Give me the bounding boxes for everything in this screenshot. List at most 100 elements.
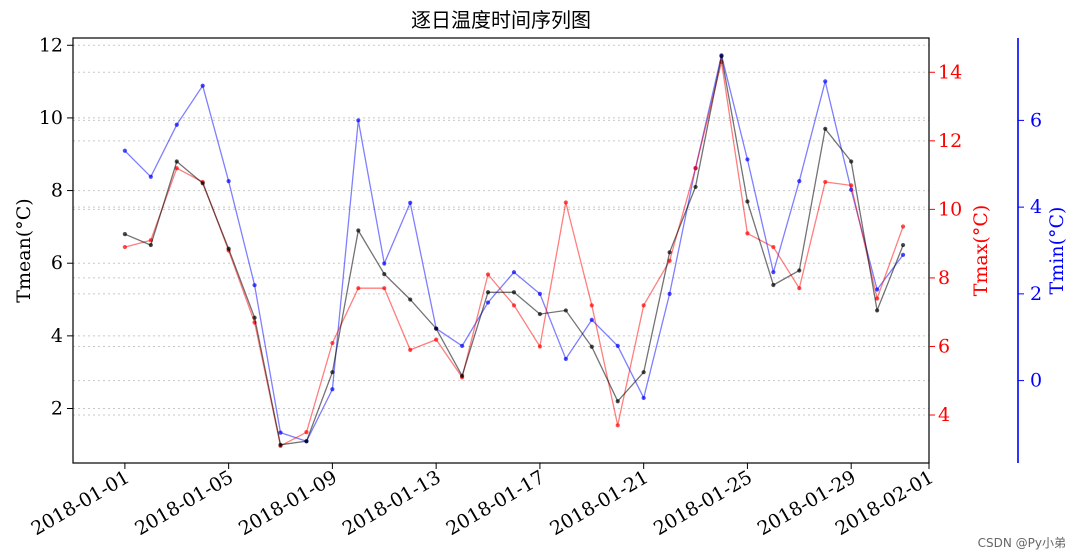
data-point-left (278, 442, 283, 447)
y-tick-label-tmean: 6 (51, 252, 63, 274)
data-point-right1 (849, 183, 854, 188)
y-tick-label-tmin: 0 (1030, 370, 1042, 392)
data-point-right2 (511, 270, 517, 275)
data-point-right2 (667, 291, 672, 296)
series-layer (122, 53, 906, 448)
data-point-right2 (745, 157, 750, 162)
data-point-left (641, 370, 646, 375)
data-point-right1 (823, 179, 828, 185)
data-point-left (434, 326, 439, 331)
x-tick-label: 2018-01-25 (650, 466, 756, 540)
data-point-left (356, 228, 361, 233)
data-point-right2 (226, 179, 231, 184)
data-point-right1 (408, 347, 413, 352)
data-point-left (252, 315, 257, 320)
y-axis-label-tmean: Tmean(°C) (13, 198, 35, 302)
data-point-left (200, 181, 205, 186)
data-point-left (382, 272, 387, 277)
data-point-right2 (122, 148, 127, 153)
chart-title: 逐日温度时间序列图 (411, 8, 591, 32)
y-tick-label-tmax: 8 (938, 267, 950, 289)
data-point-right2 (200, 83, 205, 88)
data-point-left (563, 308, 568, 313)
plot-frame (72, 37, 930, 464)
data-point-left (148, 242, 153, 248)
data-point-right1 (693, 166, 698, 171)
y-tick-label-tmean: 2 (51, 398, 63, 420)
y-tick-label-tmin: 2 (1030, 283, 1042, 305)
data-point-right2 (615, 343, 620, 349)
data-point-right2 (382, 261, 387, 266)
data-point-right1 (563, 200, 568, 205)
data-point-right1 (330, 340, 335, 346)
data-point-left (667, 250, 672, 255)
data-point-left (875, 308, 880, 313)
data-point-right1 (122, 244, 127, 250)
series-line-right1 (124, 61, 904, 447)
data-point-left (537, 311, 543, 317)
y-tick-label-tmax: 10 (938, 198, 962, 220)
data-point-right2 (252, 283, 257, 288)
x-tick-label: 2018-01-09 (235, 466, 341, 540)
y-axis-label-tmax: Tmax(°C) (970, 205, 992, 297)
data-point-left (693, 184, 698, 190)
data-point-left (226, 246, 231, 251)
data-point-right2 (537, 291, 543, 296)
y-tick-label-tmin: 6 (1030, 109, 1042, 131)
data-point-right1 (745, 231, 750, 236)
y-tick-label-tmin: 4 (1030, 196, 1042, 218)
data-point-left (330, 370, 335, 375)
data-point-right2 (278, 430, 283, 435)
data-point-left (174, 159, 179, 164)
data-point-left (485, 290, 491, 295)
data-point-right1 (356, 286, 361, 291)
data-point-right1 (797, 286, 802, 291)
series-line-right2 (124, 55, 904, 443)
x-tick-label: 2018-01-05 (131, 466, 237, 540)
data-point-right1 (434, 337, 439, 342)
y-tick-label-tmax: 12 (938, 130, 962, 152)
data-point-right2 (148, 174, 153, 179)
y-tick-label-tmax: 4 (938, 404, 950, 426)
grid-lines (73, 44, 929, 416)
x-tick-label: 2018-01-01 (28, 466, 134, 540)
x-tick-label: 2018-01-17 (443, 466, 549, 540)
data-point-right1 (485, 272, 491, 277)
data-point-right2 (356, 118, 361, 123)
y-axis-label-tmin: Tmin(°C) (1046, 207, 1068, 295)
data-point-right2 (900, 252, 906, 257)
data-point-right2 (875, 287, 880, 292)
data-point-right1 (771, 244, 776, 250)
data-point-left (304, 439, 309, 444)
data-point-left (122, 232, 127, 237)
data-point-right1 (511, 303, 517, 308)
data-point-right1 (641, 303, 646, 308)
data-point-right1 (900, 224, 906, 229)
data-point-right2 (797, 179, 802, 184)
data-point-right2 (174, 122, 179, 127)
data-point-right2 (408, 200, 413, 205)
data-point-right2 (771, 270, 776, 275)
y-tick-label-tmean: 8 (51, 180, 63, 202)
data-point-left (615, 399, 620, 404)
data-point-right2 (330, 387, 335, 392)
data-point-right2 (641, 395, 646, 401)
data-point-right2 (485, 300, 491, 305)
data-point-left (589, 344, 594, 349)
series-line-left (124, 56, 904, 446)
data-point-left (459, 373, 465, 378)
data-point-left (900, 242, 906, 248)
data-point-right2 (563, 356, 568, 362)
data-point-right1 (875, 296, 880, 301)
data-point-right1 (589, 303, 594, 308)
data-point-left (408, 297, 413, 302)
data-point-right1 (615, 423, 620, 428)
axes-layer: 2018-01-012018-01-052018-01-092018-01-13… (13, 34, 1068, 540)
data-point-right1 (382, 286, 387, 291)
x-tick-label: 2018-01-21 (546, 466, 652, 540)
data-point-right2 (589, 317, 594, 322)
data-point-left (719, 54, 724, 59)
x-tick-label: 2018-01-13 (339, 466, 445, 540)
y-tick-label-tmean: 12 (39, 34, 63, 56)
